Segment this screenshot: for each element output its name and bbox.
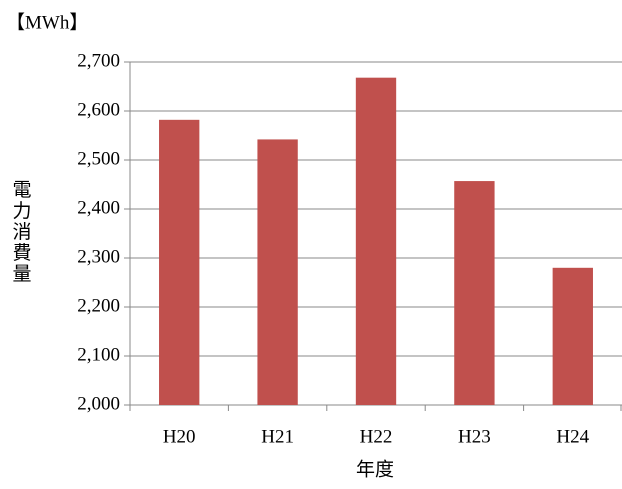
y-tick-label: 2,700 — [77, 50, 120, 71]
y-tick-label: 2,100 — [77, 344, 120, 365]
unit-label: 【MWh】 — [6, 11, 88, 33]
y-tick-label: 2,300 — [77, 246, 120, 267]
bar — [355, 77, 397, 406]
x-tick-label: H23 — [458, 426, 491, 447]
y-tick-label: 2,500 — [77, 148, 120, 169]
bar — [552, 267, 593, 405]
bar — [454, 181, 495, 405]
x-tick-label: H21 — [261, 426, 294, 447]
x-tick-label: H22 — [360, 426, 393, 447]
bar — [159, 119, 200, 405]
bar — [257, 139, 298, 406]
x-axis-label: 年度 — [356, 459, 394, 481]
y-tick-label: 2,200 — [77, 295, 120, 316]
x-tick-label: H24 — [556, 426, 589, 447]
x-tick-label: H20 — [163, 426, 196, 447]
y-tick-label: 2,400 — [77, 197, 120, 218]
y-axis-label: 電力消費量 — [10, 180, 32, 285]
y-tick-label: 2,600 — [77, 99, 120, 120]
y-tick-label: 2,000 — [77, 393, 120, 414]
